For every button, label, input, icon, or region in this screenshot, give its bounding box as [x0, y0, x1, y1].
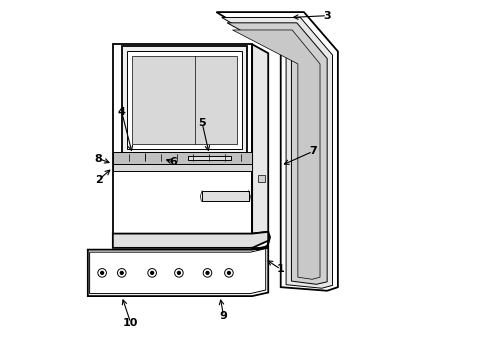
Circle shape	[206, 271, 209, 274]
Text: 6: 6	[170, 157, 177, 167]
Polygon shape	[227, 23, 327, 284]
Polygon shape	[113, 164, 252, 171]
Polygon shape	[113, 232, 268, 248]
Text: 8: 8	[95, 154, 102, 163]
Polygon shape	[258, 175, 265, 182]
Circle shape	[121, 271, 123, 274]
Polygon shape	[88, 246, 268, 296]
Circle shape	[100, 271, 103, 274]
Text: 1: 1	[277, 264, 285, 274]
Circle shape	[177, 271, 180, 274]
Polygon shape	[232, 30, 320, 279]
Text: 2: 2	[95, 175, 102, 185]
Polygon shape	[122, 46, 247, 153]
Text: 7: 7	[309, 147, 317, 157]
Text: 3: 3	[323, 11, 331, 21]
Polygon shape	[132, 56, 237, 144]
Polygon shape	[252, 44, 268, 234]
Circle shape	[151, 271, 153, 274]
Text: 4: 4	[118, 107, 126, 117]
Polygon shape	[202, 191, 248, 202]
Polygon shape	[217, 12, 338, 291]
Polygon shape	[127, 51, 242, 149]
Text: 5: 5	[198, 118, 206, 128]
Polygon shape	[113, 152, 252, 164]
Text: 9: 9	[220, 311, 227, 321]
Polygon shape	[222, 18, 333, 288]
Polygon shape	[188, 156, 231, 160]
Text: 10: 10	[123, 318, 138, 328]
Circle shape	[227, 271, 230, 274]
Polygon shape	[113, 44, 252, 234]
